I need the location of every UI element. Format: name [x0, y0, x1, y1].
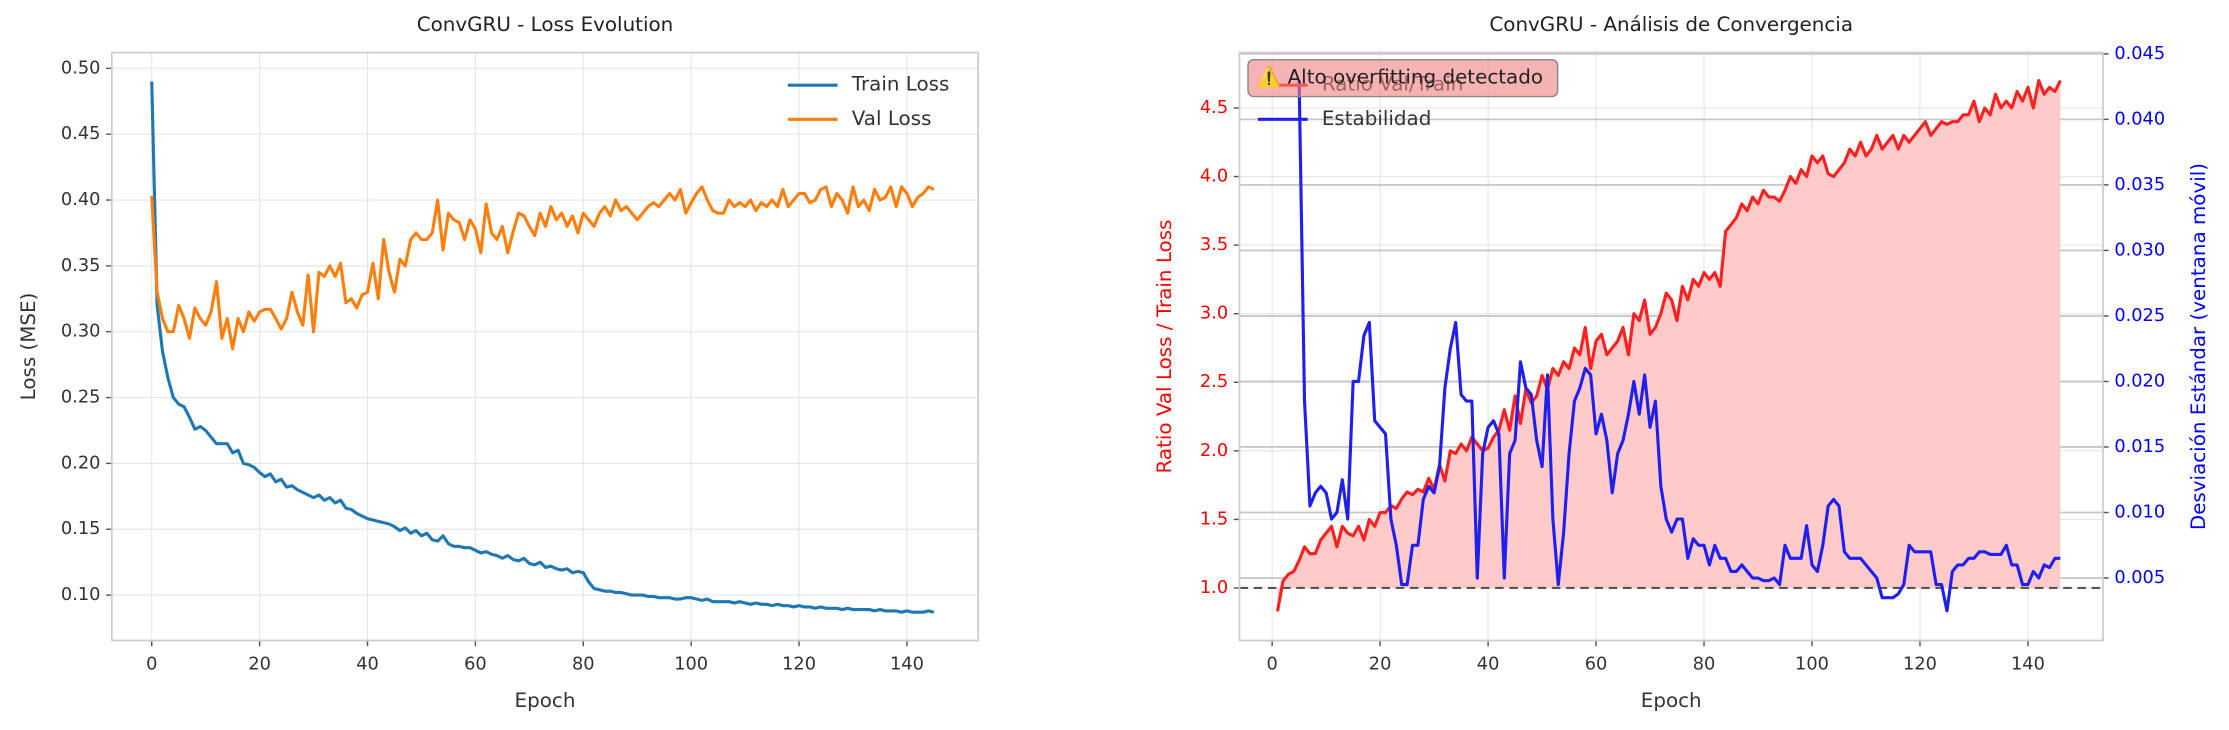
y-tick-label: 0.45: [61, 124, 101, 144]
y2-tick-label: 0.015: [2114, 437, 2165, 457]
chart-title: ConvGRU - Loss Evolution: [417, 13, 674, 36]
x-axis-label: Epoch: [1641, 689, 1702, 712]
y-axis-label: Loss (MSE): [17, 293, 40, 401]
x-tick-label: 140: [2011, 655, 2045, 675]
y-axis-label: Ratio Val Loss / Train Loss: [1153, 220, 1176, 474]
y2-tick-label: 0.025: [2114, 306, 2165, 326]
x-axis-label: Epoch: [515, 689, 576, 712]
y2-tick-label: 0.045: [2114, 44, 2165, 64]
line: [150, 185, 935, 351]
plot-frame: [110, 51, 980, 642]
x-tick-label: 100: [674, 655, 708, 675]
y-tick-label: 0.30: [61, 322, 101, 342]
legend-label: Train Loss: [851, 73, 950, 96]
x-tick-label: 0: [1266, 655, 1277, 675]
line: [150, 81, 935, 614]
y2-tick-label: 0.035: [2114, 175, 2165, 195]
annotation-box: [1247, 58, 1559, 98]
x-tick-label: 140: [890, 655, 924, 675]
x-tick-label: 80: [1693, 655, 1716, 675]
y-tick-label: 3.0: [1200, 304, 1228, 324]
y-tick-label: 0.25: [61, 388, 101, 408]
y-tick-label: 0.20: [61, 453, 101, 473]
legend-label: Val Loss: [852, 107, 932, 130]
chart-title: ConvGRU - Análisis de Convergencia: [1489, 13, 1853, 36]
y-tick-label: 0.50: [61, 58, 101, 78]
x-tick-label: 40: [356, 655, 379, 675]
y-tick-label: 0.15: [61, 519, 101, 539]
y-tick-label: 1.5: [1200, 509, 1228, 529]
y2-tick-label: 0.005: [2114, 568, 2165, 588]
x-tick-label: 20: [248, 655, 271, 675]
y-tick-label: 4.5: [1200, 98, 1228, 118]
y-tick-label: 4.0: [1200, 167, 1228, 187]
x-tick-label: 100: [1795, 655, 1829, 675]
y-tick-label: 3.5: [1200, 235, 1228, 255]
y-tick-label: 0.35: [61, 256, 101, 276]
y2-axis-label: Desviación Estándar (ventana móvil): [2187, 163, 2210, 530]
x-tick-label: 60: [1585, 655, 1608, 675]
y2-tick-label: 0.010: [2114, 502, 2165, 522]
plot-frame: [1238, 51, 2104, 642]
plot-background: [111, 52, 979, 641]
x-tick-label: 120: [782, 655, 816, 675]
x-tick-label: 0: [146, 655, 157, 675]
y2-tick-label: 0.030: [2114, 240, 2165, 260]
x-tick-label: 40: [1477, 655, 1500, 675]
y-tick-label: 2.0: [1200, 441, 1228, 461]
line: [1276, 78, 2062, 612]
y-tick-label: 1.0: [1200, 578, 1228, 598]
line: [1297, 80, 2061, 613]
x-tick-label: 60: [464, 655, 487, 675]
annotation: ⚠️ Alto overfitting detectado: [1257, 65, 1543, 89]
y-tick-label: 2.5: [1200, 372, 1228, 392]
x-tick-label: 120: [1903, 655, 1937, 675]
y2-tick-label: 0.040: [2114, 109, 2165, 129]
y-tick-label: 0.10: [61, 585, 101, 605]
legend-label: Estabilidad: [1322, 107, 1431, 130]
y2-tick-label: 0.020: [2114, 371, 2165, 391]
x-tick-label: 80: [572, 655, 595, 675]
y-tick-label: 0.40: [61, 190, 101, 210]
x-tick-label: 20: [1369, 655, 1392, 675]
